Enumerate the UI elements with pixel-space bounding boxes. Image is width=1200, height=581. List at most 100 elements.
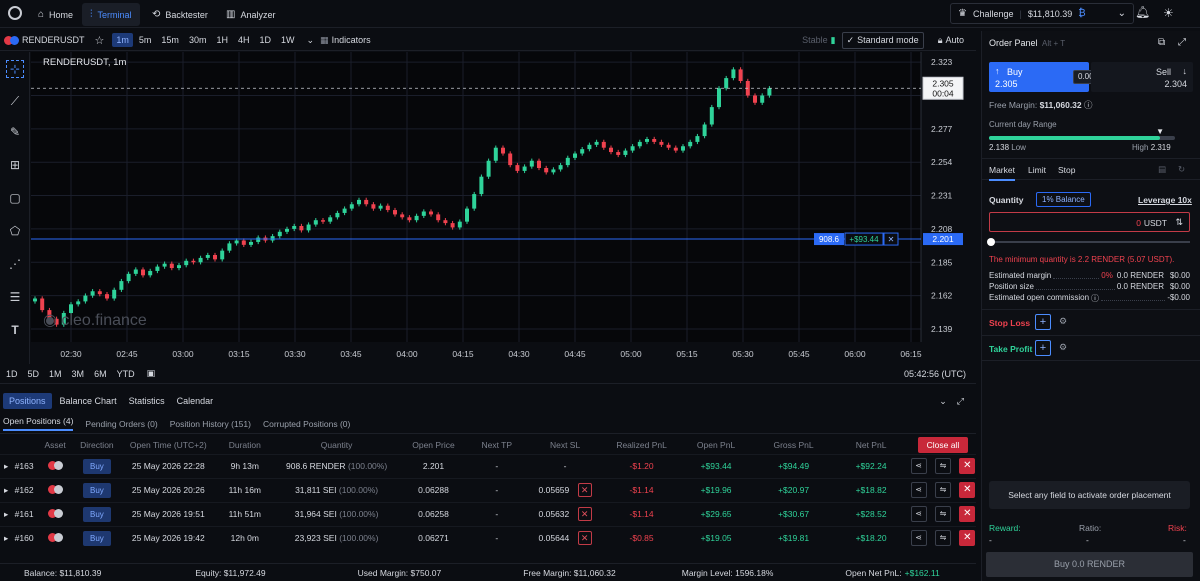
tf-1h[interactable]: 1H: [216, 35, 228, 45]
notification-bell-icon[interactable]: 🔔︎: [1135, 5, 1151, 19]
trendline-tool-icon[interactable]: ⟋: [10, 93, 20, 108]
timeframe-dropdown-icon[interactable]: ⌄: [306, 34, 315, 45]
edit-position-icon[interactable]: ⇋: [934, 530, 951, 547]
close-position-button[interactable]: ✕: [959, 530, 976, 547]
close-position-button[interactable]: ✕: [959, 458, 976, 474]
close-all-button[interactable]: Close all: [917, 436, 969, 453]
text-tool-icon[interactable]: T: [11, 323, 19, 337]
lock-icon[interactable]: 🔒︎: [937, 34, 943, 45]
remove-sl-button[interactable]: ✕: [577, 531, 592, 546]
table-row[interactable]: ▸ #163 Buy 25 May 2026 22:28 9h 13m 908.6 RE…: [0, 453, 976, 478]
price-chart[interactable]: 2.3232.3002.2772.2542.2312.2082.1852.162…: [31, 52, 976, 364]
table-row[interactable]: ▸ #162 Buy 25 May 2026 20:26 11h 16m 31,811 …: [0, 477, 976, 502]
crosshair-tool-icon[interactable]: ⊹: [6, 60, 24, 78]
theme-toggle-icon[interactable]: ☀: [1163, 6, 1174, 20]
polygon-tool-icon[interactable]: ⬠: [9, 224, 21, 238]
collapse-icon[interactable]: ⌄: [939, 395, 947, 406]
commission-info-icon[interactable]: ⓘ: [1091, 294, 1100, 303]
logo-icon[interactable]: [8, 6, 22, 20]
table-row[interactable]: ▸ #161 Buy 25 May 2026 19:51 11h 51m 31,964 …: [0, 501, 976, 526]
fib-tool-icon[interactable]: ☰: [9, 290, 21, 304]
remove-sl-button[interactable]: ✕: [577, 483, 592, 497]
close-position-button[interactable]: ✕: [959, 482, 976, 498]
share-icon[interactable]: ⋖: [910, 530, 927, 547]
favorite-star-icon[interactable]: ☆: [94, 34, 105, 47]
range-3m[interactable]: 3M: [71, 368, 85, 379]
nav-tab-analyzer[interactable]: ▥ Analyzer: [226, 8, 276, 20]
range-6m[interactable]: 6M: [94, 368, 107, 379]
chart-svg[interactable]: 2.3232.3002.2772.2542.2312.2082.1852.162…: [31, 52, 976, 364]
subtab-pending-orders[interactable]: Pending Orders (0): [85, 418, 158, 429]
take-profit-settings-icon[interactable]: ⚙: [1059, 342, 1068, 352]
expand-row-icon[interactable]: ▸: [4, 508, 9, 519]
nav-tab-terminal[interactable]: ⫶ Terminal: [82, 3, 140, 26]
indicators-button[interactable]: Indicators: [331, 35, 371, 45]
edit-position-icon[interactable]: ⇋: [934, 458, 951, 474]
range-5d[interactable]: 5D: [27, 368, 40, 379]
tab-limit[interactable]: Limit: [1028, 165, 1046, 175]
quantity-slider-handle[interactable]: [987, 238, 995, 246]
share-icon[interactable]: ⋖: [910, 506, 927, 522]
quantity-input[interactable]: 0 USDT ⇅: [989, 212, 1190, 232]
quantity-slider[interactable]: [987, 238, 1190, 246]
tab-balance-chart[interactable]: Balance Chart: [59, 396, 117, 406]
leverage-button[interactable]: Leverage 10x: [1138, 195, 1192, 205]
tab-positions[interactable]: Positions: [3, 393, 52, 409]
subtab-open-positions[interactable]: Open Positions (4): [3, 416, 74, 431]
subtab-position-history[interactable]: Position History (151): [169, 418, 251, 429]
calendar-icon[interactable]: ▣: [146, 368, 156, 378]
share-icon[interactable]: ⋖: [910, 482, 927, 498]
edit-position-icon[interactable]: ⇋: [934, 506, 951, 522]
subtab-corrupted-positions[interactable]: Corrupted Positions (0): [262, 418, 351, 429]
share-icon[interactable]: ⋖: [910, 458, 927, 474]
refresh-icon[interactable]: ↻: [1178, 164, 1186, 174]
tf-1w[interactable]: 1W: [281, 35, 295, 45]
tab-statistics[interactable]: Statistics: [128, 396, 165, 406]
symbol-name[interactable]: RENDERUSDT: [22, 35, 85, 45]
nav-tab-home[interactable]: ⌂ Home: [38, 8, 74, 20]
expand-row-icon[interactable]: ▸: [4, 460, 9, 471]
pattern-tool-icon[interactable]: ⋰: [9, 257, 21, 271]
sell-side-button[interactable]: Sell ↓ 2.304: [1091, 62, 1193, 92]
submit-order-button[interactable]: Buy 0.0 RENDER: [986, 552, 1193, 577]
remove-sl-button[interactable]: ✕: [577, 507, 592, 521]
rectangle-tool-icon[interactable]: ▢: [9, 191, 21, 205]
tf-5m[interactable]: 5m: [138, 35, 152, 45]
add-take-profit-button[interactable]: +: [1035, 340, 1051, 356]
expand-row-icon[interactable]: ▸: [4, 532, 9, 543]
tf-30m[interactable]: 30m: [188, 35, 207, 45]
info-icon[interactable]: ⓘ: [1084, 100, 1093, 110]
close-position-button[interactable]: ✕: [959, 506, 976, 522]
auto-toggle[interactable]: Auto: [945, 35, 964, 45]
clipboard-icon[interactable]: ▤: [1158, 164, 1167, 174]
add-stop-loss-button[interactable]: +: [1035, 314, 1051, 330]
y-tick-label: 2.254: [931, 157, 953, 167]
standard-mode-button[interactable]: ✓ Standard mode: [841, 31, 924, 49]
challenge-selector[interactable]: ♛ Challenge | $11,810.39 ₿ ⌄: [950, 3, 1134, 24]
tab-market[interactable]: Market: [989, 165, 1015, 181]
table-row[interactable]: ▸ #160 Buy 25 May 2026 19:42 12h 0m 23,923 S…: [0, 525, 976, 550]
expand-panel-icon[interactable]: ⤢: [1178, 37, 1186, 48]
swap-units-icon[interactable]: ⇅: [1175, 217, 1183, 227]
open-time: 25 May 2026 20:26: [122, 477, 215, 502]
stop-loss-settings-icon[interactable]: ⚙: [1059, 316, 1068, 326]
expand-icon[interactable]: ⤢: [956, 395, 964, 406]
buy-side-button[interactable]: ↑ Buy 2.305: [989, 62, 1089, 92]
tf-1m[interactable]: 1m: [112, 33, 133, 47]
nav-tab-backtester[interactable]: ⟲ Backtester: [152, 8, 208, 20]
range-ytd[interactable]: YTD: [116, 368, 135, 379]
tf-4h[interactable]: 4H: [237, 35, 250, 45]
range-1d[interactable]: 1D: [6, 368, 18, 379]
tab-calendar[interactable]: Calendar: [176, 396, 214, 406]
brush-tool-icon[interactable]: ✎: [9, 125, 21, 139]
edit-position-icon[interactable]: ⇋: [934, 482, 951, 498]
popout-icon[interactable]: ⧉: [1158, 37, 1166, 48]
add-shape-tool-icon[interactable]: ⊞: [9, 158, 21, 172]
tf-1d[interactable]: 1D: [259, 35, 271, 45]
tab-stop[interactable]: Stop: [1058, 165, 1076, 175]
range-1m[interactable]: 1M: [49, 368, 62, 379]
expand-row-icon[interactable]: ▸: [4, 484, 9, 495]
balance-pct-button[interactable]: 1% Balance: [1036, 192, 1091, 207]
positions-table: Asset Direction Open Time (UTC+2) Durati…: [0, 436, 976, 550]
tf-15m[interactable]: 15m: [161, 35, 179, 45]
